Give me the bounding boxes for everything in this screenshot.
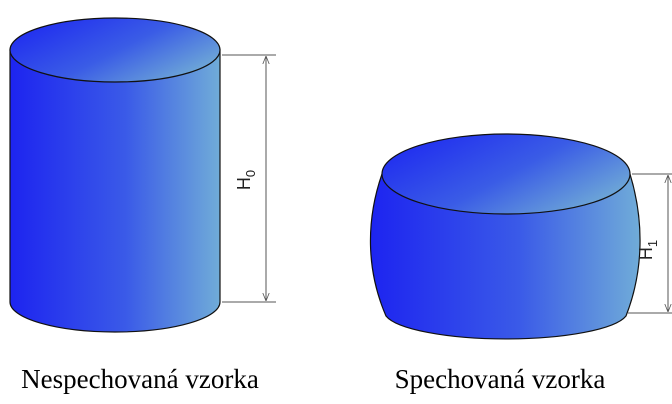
uncompressed-sample: H0 Nespechovaná vzorka — [9, 17, 276, 394]
barrel-body — [369, 173, 641, 340]
compressed-sample: H1 Spechovaná vzorka — [369, 133, 672, 394]
cylinder-top — [9, 17, 221, 83]
cylinder-body — [9, 49, 221, 333]
caption: Nespechovaná vzorka — [21, 364, 259, 394]
barrel-top — [381, 133, 631, 215]
dimension-label: H0 — [234, 170, 258, 190]
caption: Spechovaná vzorka — [395, 364, 606, 394]
dimension-label: H1 — [636, 240, 660, 260]
